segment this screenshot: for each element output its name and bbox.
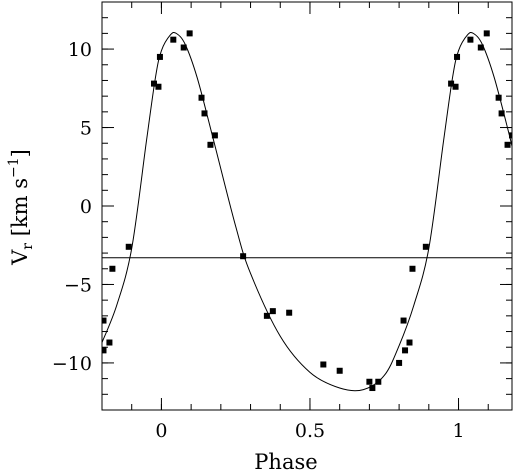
data-point — [102, 317, 107, 324]
data-point — [150, 80, 157, 87]
y-label-close-bracket: ] — [8, 149, 32, 157]
data-point — [495, 94, 502, 101]
data-point — [186, 30, 193, 37]
y-label-exponent: −1 — [6, 157, 22, 178]
y-label-symbol: V — [8, 249, 32, 266]
data-point — [454, 53, 461, 60]
data-point — [201, 110, 208, 117]
data-point — [180, 44, 187, 51]
plot-frame — [101, 1, 513, 411]
y-axis-label: Vr [km s−1] — [6, 149, 36, 266]
y-label-subscript: r — [20, 243, 36, 250]
data-point — [504, 141, 511, 148]
data-point — [422, 243, 429, 250]
data-point — [269, 308, 276, 315]
y-label-open-bracket: [ — [8, 228, 32, 236]
data-point — [155, 83, 162, 90]
data-points — [102, 30, 512, 392]
data-point — [125, 243, 132, 250]
data-point — [509, 132, 512, 139]
data-point — [498, 110, 505, 117]
data-point — [102, 347, 107, 354]
x-tick-label: 1 — [452, 420, 464, 442]
x-tick-label: 0 — [155, 420, 167, 442]
y-tick-label: −10 — [52, 353, 92, 375]
data-point — [211, 132, 218, 139]
y-tick-label: 10 — [68, 39, 92, 61]
data-point — [375, 378, 382, 385]
data-point — [366, 378, 373, 385]
data-point — [467, 36, 474, 43]
data-point — [106, 339, 113, 346]
data-point — [240, 253, 247, 260]
y-label-unit-km: km — [8, 195, 32, 228]
tick-labels: 0 0.5 1 10 5 0 −5 −10 — [52, 39, 465, 442]
y-tick-label: 0 — [80, 196, 92, 218]
data-point — [198, 94, 205, 101]
data-point — [336, 367, 343, 374]
data-point — [207, 141, 214, 148]
data-point — [452, 83, 459, 90]
data-point — [402, 347, 409, 354]
x-axis-label: Phase — [254, 450, 317, 473]
y-label-unit-s: s — [8, 178, 32, 189]
y-tick-label: −5 — [64, 274, 92, 296]
data-point — [483, 30, 490, 37]
data-point — [286, 309, 293, 316]
x-tick-label: 0.5 — [295, 420, 325, 442]
data-point — [369, 385, 376, 392]
data-point — [448, 80, 455, 87]
data-point — [170, 36, 177, 43]
data-point — [400, 317, 407, 324]
y-tick-label: 5 — [80, 118, 92, 140]
data-point — [109, 265, 116, 272]
data-point — [156, 53, 163, 60]
data-point — [263, 312, 270, 319]
data-point — [409, 265, 416, 272]
data-point — [396, 359, 403, 366]
data-point — [477, 44, 484, 51]
data-point — [406, 339, 413, 346]
data-point — [320, 361, 327, 368]
